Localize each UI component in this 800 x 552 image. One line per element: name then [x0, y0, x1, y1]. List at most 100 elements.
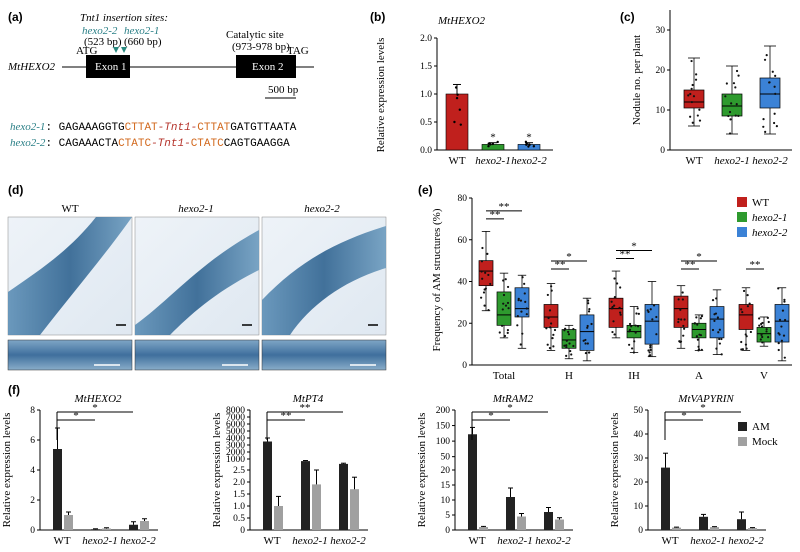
data-point — [691, 83, 694, 87]
data-point — [572, 344, 575, 348]
group-label: V — [760, 370, 768, 382]
data-point — [745, 347, 748, 350]
data-point — [502, 302, 505, 305]
data-point — [613, 304, 616, 307]
exon2-box — [236, 55, 296, 78]
data-point — [777, 342, 780, 345]
panel-e-label: (e) — [418, 183, 433, 197]
data-point — [649, 348, 652, 352]
data-point — [647, 310, 650, 313]
data-point — [737, 114, 740, 117]
y-tick-label: 40 — [634, 430, 644, 440]
data-point — [567, 333, 571, 336]
data-point — [690, 87, 693, 90]
data-point — [765, 54, 768, 57]
seq2-left: : CAGAAACTA — [45, 138, 118, 150]
y-tick-label: 0 — [445, 526, 450, 536]
y-tick-label: 30 — [656, 26, 666, 36]
y-tick-label: 2000 — [226, 448, 245, 458]
data-point — [567, 330, 570, 334]
data-point — [584, 351, 588, 355]
data-point — [506, 328, 510, 332]
significance-label: ** — [620, 249, 631, 261]
data-point — [480, 296, 483, 299]
data-point — [523, 292, 526, 295]
bar-Mock-hexo2-2 — [555, 519, 564, 530]
legend-label-mock: Mock — [752, 436, 778, 448]
panel-b-label: (b) — [370, 10, 385, 24]
sequence-hexo2-2: hexo2-2: CAGAAACTACTATC-Tnt1-CTATCCAGTGA… — [10, 137, 290, 150]
data-point — [677, 298, 680, 301]
y-tick-label: 60 — [458, 236, 468, 246]
category-label: hexo2-1 — [714, 155, 749, 167]
data-point — [569, 349, 572, 353]
data-point — [681, 298, 684, 301]
data-point — [695, 73, 698, 76]
y-tick-label: 8000 — [226, 406, 245, 416]
data-point — [528, 143, 531, 147]
data-point — [730, 102, 733, 105]
data-point — [744, 343, 748, 346]
bar-Mock-WT — [672, 527, 681, 530]
data-point — [502, 279, 505, 282]
data-point — [734, 114, 737, 117]
bar-AM-hexo2-2 — [737, 519, 746, 530]
seq1-tsd-left: CTTAT — [125, 122, 158, 134]
data-point — [715, 297, 718, 300]
y-tick-label: 2 — [30, 496, 35, 506]
data-point — [718, 337, 721, 341]
catalytic-title: Catalytic site — [226, 29, 284, 41]
data-point — [677, 320, 680, 324]
data-point — [552, 345, 555, 348]
data-point — [760, 325, 764, 328]
data-point — [521, 332, 524, 335]
data-point — [568, 342, 571, 345]
y-tick-label: 20 — [441, 466, 451, 476]
category-label: WT — [448, 155, 465, 167]
data-point — [648, 354, 651, 357]
data-point — [563, 329, 566, 332]
data-point — [632, 351, 635, 354]
data-point — [519, 343, 522, 346]
data-point — [689, 115, 692, 118]
data-point — [647, 349, 650, 352]
box — [514, 287, 530, 318]
data-point — [783, 300, 786, 303]
scale-label: 500 bp — [268, 84, 299, 96]
data-point — [586, 299, 590, 302]
data-point — [572, 328, 575, 331]
seq2-tnt1: -Tnt1- — [151, 138, 191, 150]
data-point — [570, 353, 573, 356]
data-point — [762, 118, 765, 121]
panel-b-title: MtHEXO2 — [437, 15, 486, 27]
data-point — [735, 103, 738, 106]
data-point — [737, 74, 740, 77]
data-point — [783, 356, 786, 359]
y-tick-label: 0 — [660, 146, 665, 156]
bar-AM-hexo2-1 — [91, 529, 100, 531]
data-point — [773, 121, 776, 125]
panel-f-legend: AM Mock — [738, 421, 778, 448]
data-point — [611, 330, 614, 334]
y-tick-label: 2.0 — [233, 478, 245, 488]
data-point — [780, 339, 783, 342]
data-point — [761, 335, 764, 339]
seq1-allele: hexo2-1 — [10, 121, 45, 133]
data-point — [586, 342, 589, 345]
y-tick-label: 10 — [441, 496, 451, 506]
allele-hexo2-1-bp: (660 bp) — [124, 36, 162, 48]
data-point — [716, 316, 719, 319]
y-tick-label: 6 — [30, 436, 35, 446]
bar-AM-WT — [263, 441, 272, 530]
y-tick-label: 0 — [638, 526, 643, 536]
data-point — [759, 338, 762, 341]
data-point — [728, 110, 732, 114]
data-point — [689, 92, 692, 96]
data-point — [696, 338, 699, 341]
y-tick-label: 40 — [458, 278, 468, 288]
chart-title: MtRAM2 — [492, 393, 534, 405]
bar-AM-WT — [661, 467, 670, 530]
panel-b-plot: * * — [436, 38, 553, 151]
y-tick-label: 8 — [30, 406, 35, 416]
